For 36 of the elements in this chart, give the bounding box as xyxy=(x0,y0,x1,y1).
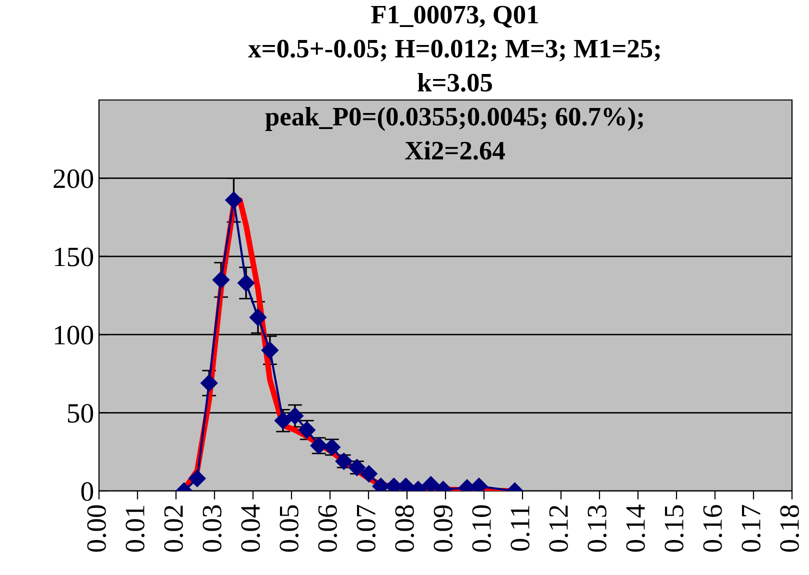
point xyxy=(286,407,304,424)
x-tick-label: 0.05 xyxy=(280,505,299,552)
point xyxy=(261,342,278,359)
x-tick-label: 0.17 xyxy=(742,504,761,552)
x-tick-label: 0.02 xyxy=(164,506,184,552)
y-tick-label: 100 xyxy=(54,326,94,345)
point xyxy=(212,271,230,288)
point xyxy=(249,308,267,326)
x-tick-label: 0.11 xyxy=(510,506,530,551)
x-tick-label: 0.15 xyxy=(664,505,684,552)
x-tick-label: 0.18 xyxy=(780,505,800,552)
chart-title: F1_00073, Q01 x=0.5+-0.05; H=0.012; M=3; M1=25; k=3.05 peak_P0=(0.0355;0.0045; 60.7%); Xi2=2.64 xyxy=(248,6,660,160)
x-tick-label: 0.01 xyxy=(126,506,145,552)
point xyxy=(188,470,206,488)
x-tick-label: 0.12 xyxy=(549,506,568,552)
x-tick-label: 0.07 xyxy=(356,504,376,552)
point xyxy=(238,274,255,292)
x-tick-label: 0.09 xyxy=(434,505,453,552)
y-tick-label: 0 xyxy=(81,482,94,501)
y-tick-label: 50 xyxy=(68,404,94,423)
y-tick-label: 150 xyxy=(54,248,94,266)
x-tick-label: 0.14 xyxy=(626,504,646,552)
x-tick-label: 0.13 xyxy=(588,505,607,552)
point xyxy=(422,476,440,491)
y-tick-label: 200 xyxy=(54,169,94,188)
x-tick-label: 0.03 xyxy=(202,505,222,552)
point xyxy=(225,192,242,209)
x-tick-label: 0.00 xyxy=(87,505,106,552)
point xyxy=(274,412,292,430)
x-tick-label: 0.10 xyxy=(472,505,492,552)
x-tick-label: 0.06 xyxy=(318,505,338,552)
x-tick-label: 0.16 xyxy=(703,505,722,552)
x-tick-label: 0.08 xyxy=(395,505,414,552)
point xyxy=(200,374,218,392)
x-tick-label: 0.04 xyxy=(241,504,260,552)
point xyxy=(360,465,378,482)
